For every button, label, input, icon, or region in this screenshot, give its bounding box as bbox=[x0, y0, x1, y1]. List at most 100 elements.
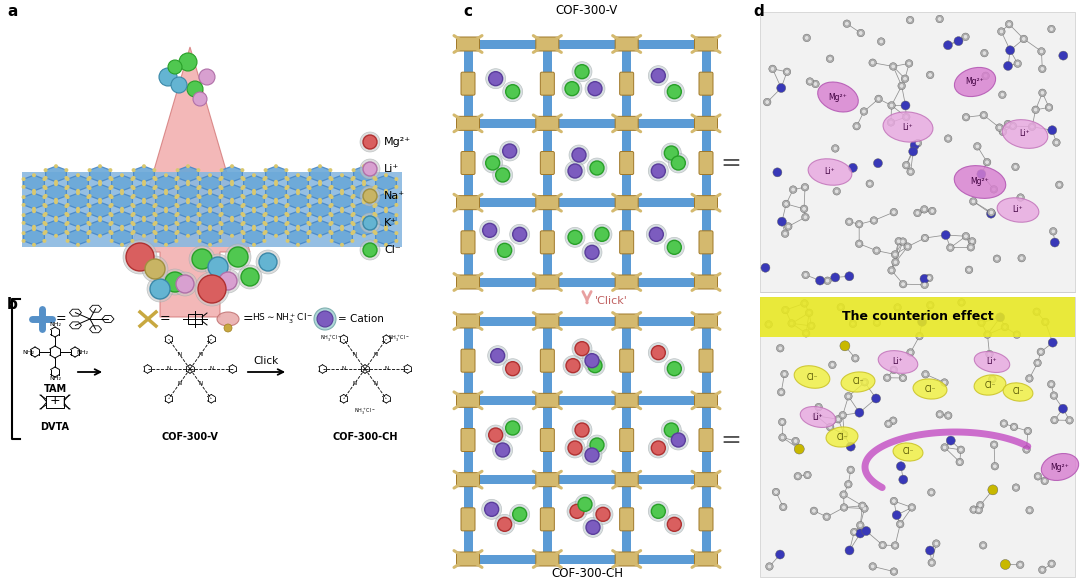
Circle shape bbox=[901, 282, 905, 286]
Circle shape bbox=[307, 231, 310, 235]
Circle shape bbox=[198, 203, 202, 207]
Circle shape bbox=[284, 176, 288, 180]
Circle shape bbox=[363, 135, 377, 149]
Circle shape bbox=[66, 203, 69, 207]
Circle shape bbox=[887, 421, 891, 426]
Circle shape bbox=[284, 204, 288, 208]
Circle shape bbox=[767, 322, 771, 326]
Circle shape bbox=[230, 198, 234, 202]
Circle shape bbox=[76, 207, 80, 211]
Polygon shape bbox=[45, 184, 66, 200]
Circle shape bbox=[174, 195, 178, 199]
Circle shape bbox=[43, 186, 48, 190]
Circle shape bbox=[873, 247, 880, 255]
Circle shape bbox=[572, 148, 586, 162]
Circle shape bbox=[198, 213, 202, 217]
Circle shape bbox=[921, 281, 929, 289]
Circle shape bbox=[772, 488, 780, 496]
Text: Mg²⁺: Mg²⁺ bbox=[828, 93, 848, 102]
Circle shape bbox=[186, 234, 190, 238]
Circle shape bbox=[176, 176, 179, 180]
FancyBboxPatch shape bbox=[540, 429, 554, 451]
Circle shape bbox=[779, 434, 786, 441]
Circle shape bbox=[108, 204, 112, 208]
Circle shape bbox=[773, 168, 782, 177]
Circle shape bbox=[197, 168, 201, 172]
Circle shape bbox=[32, 225, 36, 229]
Circle shape bbox=[875, 95, 882, 103]
Circle shape bbox=[485, 502, 499, 517]
Circle shape bbox=[904, 163, 908, 167]
Polygon shape bbox=[200, 229, 220, 245]
Circle shape bbox=[208, 191, 212, 195]
Circle shape bbox=[1047, 105, 1051, 110]
Circle shape bbox=[889, 103, 894, 107]
Circle shape bbox=[120, 209, 124, 213]
FancyBboxPatch shape bbox=[699, 231, 713, 254]
Circle shape bbox=[141, 198, 146, 202]
Circle shape bbox=[87, 212, 92, 216]
Circle shape bbox=[363, 162, 377, 176]
Circle shape bbox=[498, 517, 512, 531]
Circle shape bbox=[164, 191, 168, 195]
Circle shape bbox=[1036, 360, 1040, 365]
Circle shape bbox=[812, 509, 816, 513]
Circle shape bbox=[646, 224, 666, 244]
Circle shape bbox=[845, 393, 852, 400]
Circle shape bbox=[1050, 238, 1059, 247]
Circle shape bbox=[869, 562, 877, 570]
Circle shape bbox=[219, 186, 224, 190]
Circle shape bbox=[225, 244, 251, 270]
Circle shape bbox=[362, 216, 366, 220]
Circle shape bbox=[962, 232, 970, 240]
Circle shape bbox=[230, 234, 234, 238]
Circle shape bbox=[914, 139, 921, 147]
Circle shape bbox=[176, 168, 179, 172]
Circle shape bbox=[120, 173, 124, 177]
Circle shape bbox=[374, 203, 378, 207]
Circle shape bbox=[915, 211, 920, 215]
Circle shape bbox=[905, 244, 909, 249]
Circle shape bbox=[889, 63, 897, 70]
Circle shape bbox=[988, 485, 998, 495]
Circle shape bbox=[999, 29, 1003, 33]
Circle shape bbox=[805, 36, 809, 40]
Circle shape bbox=[927, 71, 934, 79]
Circle shape bbox=[778, 217, 786, 226]
Circle shape bbox=[242, 231, 245, 235]
Circle shape bbox=[186, 198, 190, 202]
Circle shape bbox=[120, 189, 124, 193]
Circle shape bbox=[916, 332, 923, 340]
Circle shape bbox=[216, 269, 240, 293]
Circle shape bbox=[152, 222, 157, 226]
Circle shape bbox=[828, 56, 833, 61]
Circle shape bbox=[480, 220, 500, 240]
Bar bbox=[622, 321, 631, 559]
Circle shape bbox=[1058, 51, 1068, 60]
Text: TAM: TAM bbox=[43, 384, 67, 394]
Circle shape bbox=[585, 245, 599, 259]
Circle shape bbox=[394, 203, 399, 207]
Circle shape bbox=[66, 221, 69, 225]
Polygon shape bbox=[111, 229, 133, 245]
Circle shape bbox=[1010, 423, 1017, 431]
Circle shape bbox=[350, 239, 354, 243]
Circle shape bbox=[65, 222, 68, 226]
Circle shape bbox=[1041, 477, 1049, 485]
Circle shape bbox=[890, 497, 897, 505]
Text: =: = bbox=[720, 151, 741, 175]
Circle shape bbox=[198, 185, 202, 189]
Text: Cl⁻: Cl⁻ bbox=[852, 377, 864, 386]
Circle shape bbox=[98, 182, 102, 186]
Circle shape bbox=[840, 341, 850, 351]
Circle shape bbox=[868, 59, 877, 66]
Circle shape bbox=[329, 231, 334, 235]
Circle shape bbox=[854, 124, 859, 129]
Circle shape bbox=[198, 239, 202, 243]
Circle shape bbox=[264, 168, 268, 172]
Circle shape bbox=[784, 202, 788, 206]
Circle shape bbox=[853, 356, 858, 360]
Circle shape bbox=[888, 266, 895, 274]
FancyBboxPatch shape bbox=[620, 429, 634, 451]
Circle shape bbox=[969, 245, 973, 249]
